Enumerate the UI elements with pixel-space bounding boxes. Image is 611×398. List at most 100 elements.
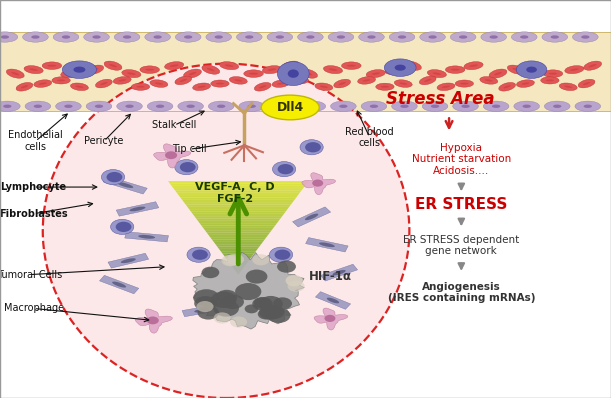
Polygon shape (207, 232, 270, 235)
Ellipse shape (376, 83, 394, 90)
Ellipse shape (178, 101, 203, 111)
Ellipse shape (525, 62, 544, 70)
Polygon shape (235, 270, 242, 272)
Ellipse shape (553, 105, 562, 108)
Polygon shape (202, 226, 275, 228)
Ellipse shape (21, 85, 28, 88)
Ellipse shape (66, 72, 75, 75)
Ellipse shape (451, 69, 459, 70)
Polygon shape (172, 186, 305, 188)
Ellipse shape (276, 35, 284, 39)
Circle shape (273, 297, 292, 310)
Text: VEGF-A, C, D
FGF-2: VEGF-A, C, D FGF-2 (196, 182, 275, 204)
Polygon shape (208, 235, 268, 237)
Ellipse shape (338, 82, 346, 85)
Ellipse shape (480, 76, 498, 84)
Ellipse shape (453, 101, 478, 111)
Text: Tumoral Cells: Tumoral Cells (0, 269, 62, 280)
Polygon shape (200, 223, 277, 226)
Ellipse shape (186, 105, 195, 108)
Ellipse shape (398, 35, 406, 39)
Ellipse shape (53, 32, 79, 42)
Ellipse shape (516, 80, 535, 88)
Ellipse shape (315, 83, 333, 91)
Ellipse shape (483, 101, 509, 111)
Circle shape (192, 250, 208, 260)
Ellipse shape (197, 86, 206, 88)
Ellipse shape (56, 101, 81, 111)
Ellipse shape (323, 66, 343, 74)
Ellipse shape (73, 66, 86, 73)
Ellipse shape (0, 32, 18, 42)
Polygon shape (221, 251, 256, 254)
Polygon shape (108, 253, 148, 268)
Ellipse shape (464, 62, 483, 70)
Polygon shape (170, 183, 307, 186)
Ellipse shape (70, 83, 89, 91)
Circle shape (194, 296, 217, 311)
Polygon shape (224, 256, 252, 258)
Text: Pericyte: Pericyte (84, 136, 123, 146)
Ellipse shape (361, 101, 387, 111)
Polygon shape (116, 202, 159, 216)
Ellipse shape (62, 35, 70, 39)
Ellipse shape (305, 214, 318, 220)
Circle shape (106, 172, 122, 182)
Ellipse shape (503, 85, 511, 88)
Circle shape (223, 255, 240, 266)
Circle shape (214, 312, 231, 324)
Polygon shape (103, 176, 147, 194)
Text: Hypoxia
Nutrient starvation
Acidosis....: Hypoxia Nutrient starvation Acidosis.... (412, 142, 511, 176)
Ellipse shape (461, 105, 470, 108)
Ellipse shape (366, 70, 386, 78)
Ellipse shape (281, 61, 299, 70)
Ellipse shape (420, 32, 445, 42)
Ellipse shape (329, 68, 337, 71)
Ellipse shape (122, 70, 141, 78)
Ellipse shape (575, 101, 601, 111)
Ellipse shape (104, 61, 122, 70)
Polygon shape (314, 308, 348, 330)
Polygon shape (203, 228, 274, 230)
Polygon shape (198, 221, 279, 223)
Circle shape (111, 219, 134, 234)
Polygon shape (236, 272, 240, 275)
Circle shape (258, 296, 283, 312)
Polygon shape (174, 188, 303, 190)
Ellipse shape (211, 80, 229, 87)
Circle shape (230, 316, 247, 328)
Polygon shape (180, 197, 296, 200)
Ellipse shape (23, 32, 48, 42)
Ellipse shape (300, 101, 326, 111)
Ellipse shape (513, 68, 520, 71)
Ellipse shape (0, 101, 20, 111)
Ellipse shape (589, 64, 596, 67)
Ellipse shape (175, 32, 201, 42)
Ellipse shape (207, 68, 214, 71)
Polygon shape (214, 242, 263, 244)
Ellipse shape (217, 105, 225, 108)
Ellipse shape (516, 61, 547, 78)
Circle shape (222, 295, 244, 309)
Ellipse shape (395, 64, 406, 71)
Text: Lymphocyte: Lymphocyte (1, 182, 67, 192)
Ellipse shape (507, 65, 525, 74)
Ellipse shape (254, 82, 271, 91)
Circle shape (277, 164, 293, 174)
Ellipse shape (492, 105, 500, 108)
Ellipse shape (112, 281, 126, 288)
Ellipse shape (25, 101, 51, 111)
Ellipse shape (584, 61, 602, 70)
Circle shape (286, 275, 303, 287)
Ellipse shape (499, 82, 516, 91)
Polygon shape (222, 254, 254, 256)
Ellipse shape (332, 270, 346, 275)
Ellipse shape (52, 77, 70, 84)
Polygon shape (212, 240, 265, 242)
Circle shape (300, 140, 323, 155)
Ellipse shape (551, 35, 559, 39)
Ellipse shape (145, 32, 170, 42)
Ellipse shape (520, 35, 529, 39)
Ellipse shape (113, 76, 131, 84)
Ellipse shape (60, 70, 80, 78)
